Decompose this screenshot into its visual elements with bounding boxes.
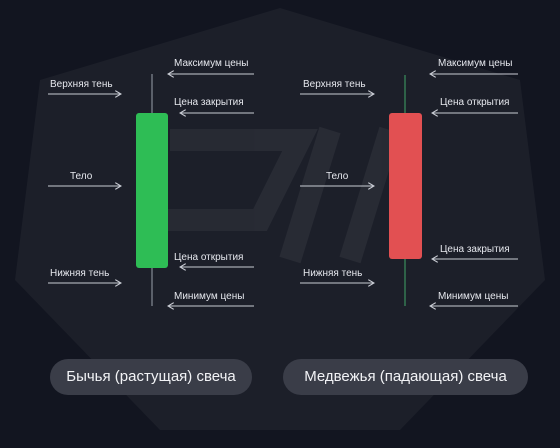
bullish-open-label: Цена открытия [174,252,244,263]
bearish-low-label: Минимум цены [438,291,509,302]
bullish-caption: Бычья (растущая) свеча [50,359,252,395]
bearish-upper-wick-label: Верхняя тень [303,79,366,90]
bullish-upper-wick-label: Верхняя тень [50,79,113,90]
bearish-lower-wick-label: Нижняя тень [303,268,363,279]
bearish-body-label: Тело [326,171,349,182]
bullish-body [136,113,168,268]
bearish-open-label: Цена открытия [440,97,510,108]
bearish-high-label: Максимум цены [438,58,513,69]
watermark-glyph [150,126,401,264]
bearish-body [389,113,422,259]
bullish-high-label: Максимум цены [174,58,249,69]
bullish-lower-wick-label: Нижняя тень [50,268,110,279]
bearish-caption: Медвежья (падающая) свеча [283,359,528,395]
bullish-body-label: Тело [70,171,93,182]
bullish-low-label: Минимум цены [174,291,245,302]
bearish-close-label: Цена закрытия [440,244,510,255]
bullish-close-label: Цена закрытия [174,97,244,108]
